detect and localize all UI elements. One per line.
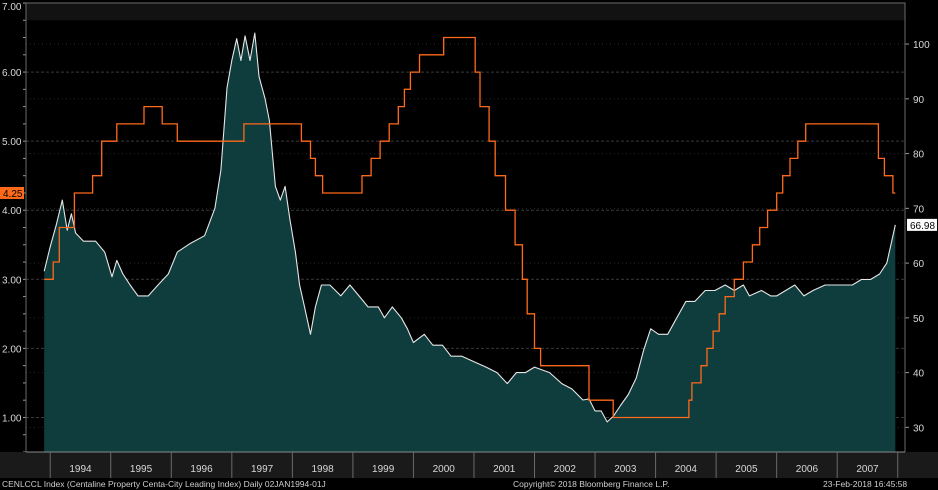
right-tick-label: 30 <box>913 423 925 434</box>
axes: 1.00 2.00 3.00 4.00 5.00 6.00 7.00 30 40 50 60 70 80… <box>0 2 938 478</box>
left-tick-label: 6.00 <box>2 68 22 79</box>
x-tick-label: 2006 <box>796 464 819 475</box>
left-tick-label: 5.00 <box>2 137 22 148</box>
index-description: CENLCCL Index (Centaline Property Centa-… <box>2 479 326 489</box>
chart-area: 1.00 2.00 3.00 4.00 5.00 6.00 7.00 30 40 50 60 70 80… <box>0 2 938 478</box>
x-tick-label: 1997 <box>251 464 274 475</box>
copyright-text: Copyright© 2018 Bloomberg Finance L.P. <box>513 479 670 489</box>
right-tick-label: 80 <box>913 150 925 161</box>
white-series-area <box>44 33 896 452</box>
orange-last-badge <box>0 186 24 199</box>
x-tick-label: 2002 <box>554 464 577 475</box>
right-tick-label: 100 <box>913 40 930 51</box>
white-last-badge <box>907 218 937 231</box>
x-tick-label: 1998 <box>312 464 335 475</box>
x-tick-label: 2004 <box>675 464 698 475</box>
right-tick-label: 60 <box>913 259 925 270</box>
x-tick-label: 1999 <box>372 464 395 475</box>
left-tick-label: 7.00 <box>2 2 22 13</box>
right-tick-label: 70 <box>913 204 925 215</box>
x-tick-label: 2001 <box>493 464 516 475</box>
right-tick-label: 50 <box>913 314 925 325</box>
timestamp: 23-Feb-2018 16:45:58 <box>823 479 908 489</box>
orange-last-value: 4.25 <box>3 189 23 200</box>
white-series-line <box>43 32 896 423</box>
left-tick-label: 4.00 <box>2 206 22 217</box>
x-axis-band <box>0 452 938 478</box>
orange-series <box>44 36 896 419</box>
left-tick-label: 1.00 <box>2 413 22 424</box>
x-tick-label: 2005 <box>735 464 758 475</box>
x-tick-label: 2007 <box>856 464 879 475</box>
right-tick-label: 90 <box>913 95 925 106</box>
white-last-value: 66.98 <box>910 221 935 232</box>
orange-series-line <box>44 36 896 419</box>
right-tick-label: 40 <box>913 369 925 380</box>
x-tick-label: 1996 <box>190 464 213 475</box>
footer: CENLCCL Index (Centaline Property Centa-… <box>0 478 938 490</box>
x-tick-label: 1994 <box>69 464 92 475</box>
x-tick-label: 2003 <box>614 464 637 475</box>
white-series <box>43 32 896 452</box>
plot-top-band <box>26 3 905 21</box>
x-tick-label: 2000 <box>433 464 456 475</box>
left-tick-label: 2.00 <box>2 344 22 355</box>
left-tick-label: 3.00 <box>2 275 22 286</box>
x-tick-label: 1995 <box>130 464 153 475</box>
